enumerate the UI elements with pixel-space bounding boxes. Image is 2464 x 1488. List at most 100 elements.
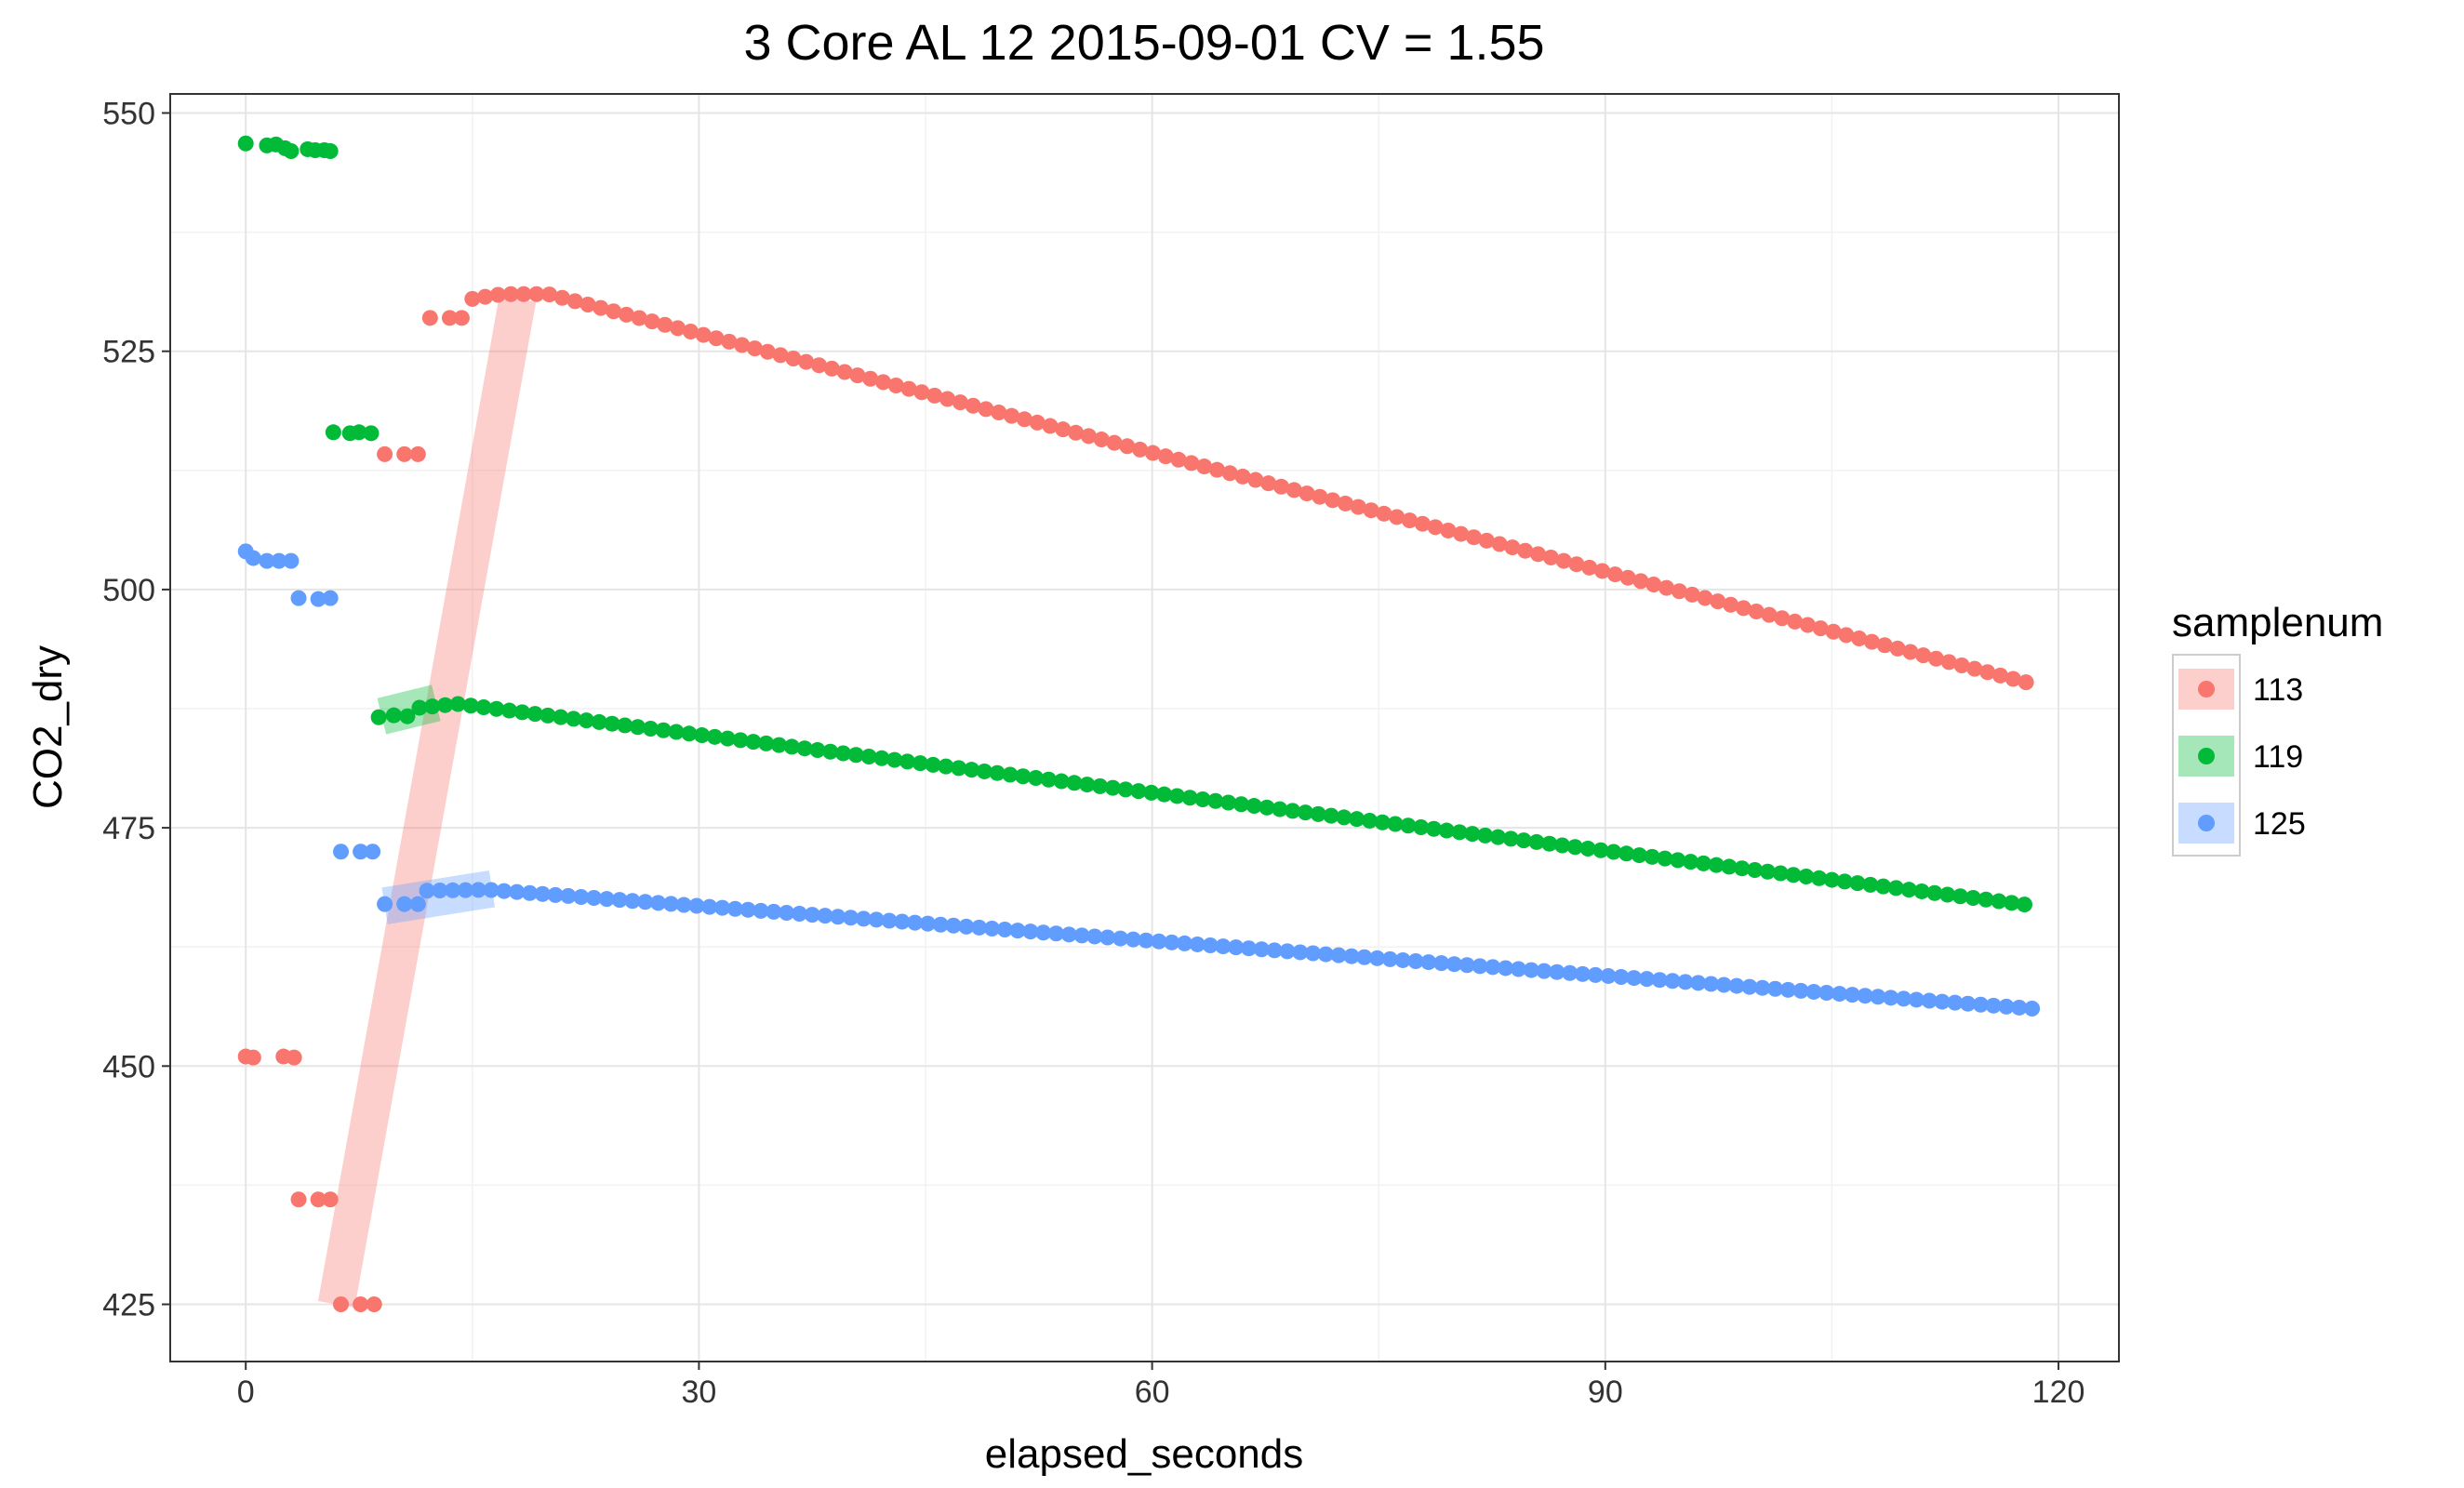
point-125 [1587,966,1604,983]
point-125 [1690,975,1707,991]
point-119 [1951,888,1968,905]
point-125 [843,910,859,926]
legend: samplenum 113 119 125 [2172,600,2383,857]
point-113 [798,353,815,370]
point-113 [1208,461,1225,478]
point-113 [965,397,981,414]
point-113 [1606,566,1623,583]
point-119 [1232,796,1249,813]
point-119 [1849,875,1866,892]
point-119 [706,728,723,745]
point-125 [1279,943,1296,960]
point-125 [1086,928,1103,945]
y-tick-label: 450 [102,1049,155,1084]
point-125 [259,552,275,569]
point-113 [991,405,1007,421]
point-125 [1818,985,1835,1002]
point-125 [1305,945,1322,962]
point-119 [873,750,890,766]
point-119 [1285,803,1301,819]
point-113 [1748,603,1765,619]
point-113 [1992,667,2009,684]
point-119 [1181,790,1198,806]
point-119 [938,758,954,775]
x-tick-label: 60 [1135,1375,1170,1410]
point-125 [1792,982,1809,999]
point-119 [1759,863,1776,880]
point-113 [1285,482,1302,498]
point-113 [734,337,751,353]
point-113 [579,297,596,313]
point-119 [1592,842,1609,858]
chart-title: 3 Core AL 12 2015-09-01 CV = 1.55 [743,15,1544,71]
point-113 [2018,674,2034,691]
point-125 [2024,1001,2041,1017]
point-125 [1600,967,1617,984]
point-113 [1478,532,1495,549]
point-119 [1194,790,1211,807]
y-tick-label: 525 [102,335,155,370]
point-113 [631,310,647,326]
point-119 [1823,871,1840,888]
point-113 [1684,586,1700,603]
point-119 [1207,792,1224,809]
point-113 [1851,630,1868,646]
point-113 [1196,458,1213,475]
point-119 [437,697,454,713]
point-119 [1336,809,1352,826]
point-119 [1798,869,1815,885]
point-113 [515,286,532,302]
point-125 [753,902,769,919]
point-125 [1343,948,1360,964]
point-119 [1887,880,1904,897]
point-119 [370,709,387,725]
point-125 [894,913,911,930]
point-113 [1632,573,1649,590]
point-119 [237,135,254,152]
point-125 [1445,956,1462,973]
point-119 [1811,870,1828,886]
point-125 [1883,990,1899,1006]
point-113 [1466,529,1483,546]
point-119 [1477,827,1494,844]
data-points [237,135,2041,1313]
point-113 [541,286,558,303]
point-113 [1671,583,1687,600]
point-113 [245,1049,261,1066]
point-125 [1215,938,1232,955]
point-125 [1921,992,1938,1009]
point-125 [919,915,936,932]
point-125 [1047,925,1064,942]
point-119 [732,732,749,749]
point-119 [1579,840,1596,857]
point-125 [1381,950,1398,967]
point-125 [290,590,307,606]
series-125 [237,543,2041,1017]
point-125 [1536,963,1552,979]
point-113 [528,286,545,302]
point-113 [1440,522,1457,538]
point-113 [502,286,519,302]
y-axis-title: CO2_dry [25,645,71,809]
x-tick-label: 120 [2032,1375,2085,1410]
legend-key-point [2198,681,2215,698]
point-113 [978,401,994,418]
point-125 [1433,955,1450,972]
y-tick-label: 475 [102,811,155,846]
point-119 [578,712,594,729]
point-125 [1831,986,1848,1003]
point-125 [1960,995,1977,1012]
point-113 [286,1049,302,1066]
point-119 [283,142,300,159]
x-tick-label: 90 [1588,1375,1623,1410]
point-113 [1697,590,1713,606]
point-113 [1761,606,1778,623]
point-113 [644,313,660,330]
point-125 [353,844,369,860]
point-119 [668,724,685,740]
point-113 [1645,576,1662,592]
point-119 [1464,826,1481,843]
point-125 [1266,942,1283,959]
point-119 [630,719,646,736]
